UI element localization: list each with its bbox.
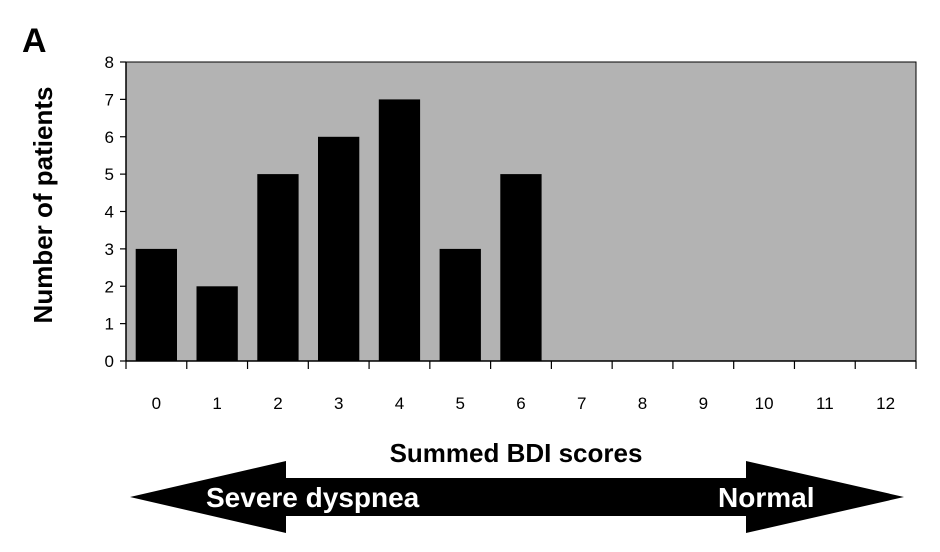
- y-tick-label: 3: [105, 240, 114, 259]
- arrow-label-severe-dyspnea: Severe dyspnea: [206, 482, 420, 513]
- x-tick-label: 12: [876, 394, 895, 413]
- y-tick-label: 6: [105, 128, 114, 147]
- x-tick-label: 2: [273, 394, 282, 413]
- x-ticks-group: 0 1 2 3 4 5 6 7 8 9 10 11 12: [125, 361, 917, 413]
- y-tick-label: 5: [105, 165, 114, 184]
- bar-score-5: [439, 248, 481, 361]
- x-tick-label: 8: [638, 394, 647, 413]
- bars-group: [135, 99, 542, 362]
- x-tick-label: 0: [152, 394, 161, 413]
- x-tick-label: 7: [577, 394, 586, 413]
- arrow-label-normal: Normal: [718, 482, 814, 513]
- dyspnea-scale-arrow: [130, 461, 904, 533]
- x-tick-label: 1: [212, 394, 221, 413]
- x-tick-label: 3: [334, 394, 343, 413]
- bar-score-1: [196, 286, 238, 362]
- x-axis-title: Summed BDI scores: [390, 438, 643, 468]
- x-tick-label: 10: [755, 394, 774, 413]
- x-tick-label: 6: [516, 394, 525, 413]
- x-tick-label: 4: [395, 394, 404, 413]
- bar-score-4: [378, 99, 421, 362]
- x-tick-label: 9: [699, 394, 708, 413]
- y-tick-label: 4: [105, 203, 114, 222]
- y-tick-label: 8: [105, 53, 114, 72]
- y-ticks-group: 0 1 2 3 4 5 6 7 8: [105, 53, 126, 371]
- bar-score-2: [257, 174, 299, 361]
- y-tick-label: 2: [105, 277, 114, 296]
- y-tick-label: 0: [105, 352, 114, 371]
- bar-score-3: [318, 136, 360, 362]
- y-axis-title: Number of patients: [28, 87, 58, 324]
- panel-label: A: [22, 22, 47, 60]
- x-tick-label: 11: [816, 394, 834, 413]
- bar-score-6: [500, 174, 542, 361]
- y-tick-label: 7: [105, 90, 114, 109]
- x-tick-label: 5: [455, 394, 464, 413]
- y-tick-label: 1: [105, 315, 114, 334]
- bar-score-0: [135, 248, 177, 361]
